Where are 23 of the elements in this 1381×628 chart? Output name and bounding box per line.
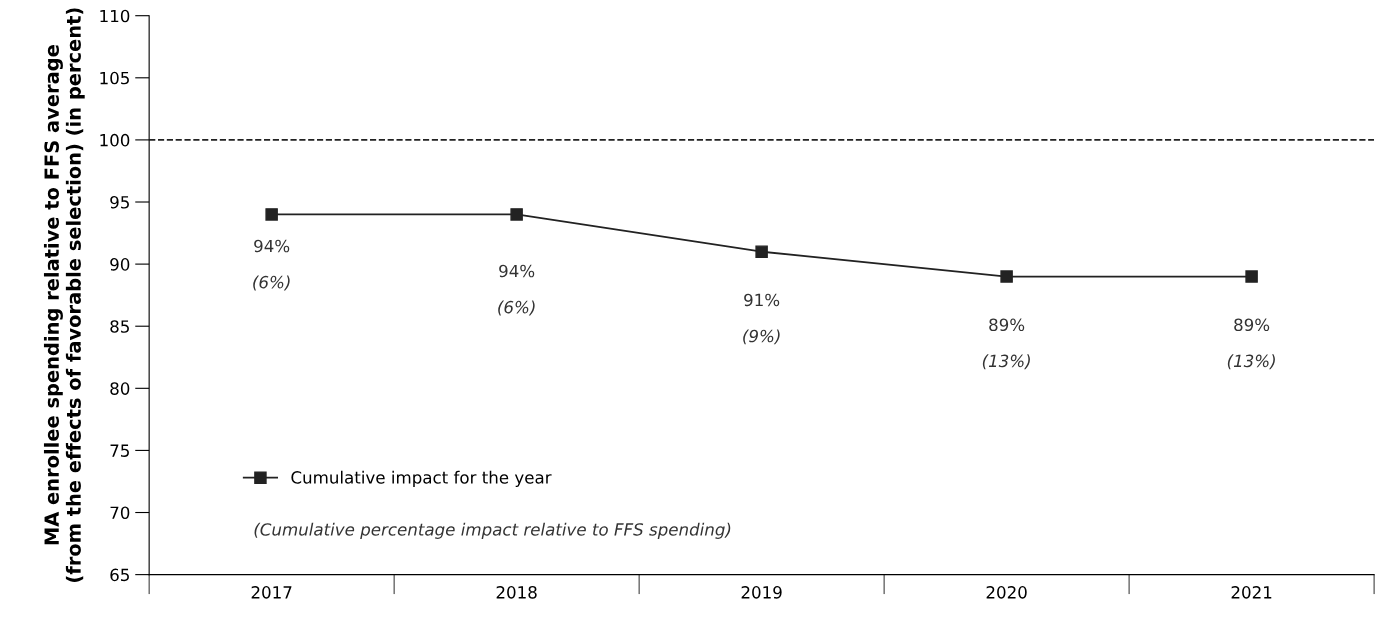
y-tick-label: 75 (110, 444, 129, 457)
text: 89% (13%) (982, 318, 1030, 370)
text: 94% (6%) (253, 239, 290, 291)
x-tick-label: 2018 (496, 586, 537, 599)
y-tick-label: 80 (110, 382, 130, 395)
y-tick-label: 65 (110, 568, 129, 582)
y-tick-label: 110 (100, 9, 130, 23)
y-axis-title: MA enrollee spending relative to FFS average (from the effects of favorable selection) (in percent) (43, 8, 85, 582)
y-tick-label: 90 (110, 258, 130, 271)
y-tick-label: 95 (110, 195, 129, 209)
text: 94% (6%) (498, 264, 535, 316)
annotation: (Cumulative percentage impact relative to FFS spending) (254, 522, 731, 539)
y-tick-label: 105 (100, 71, 129, 85)
x-tick-label: 2021 (1231, 586, 1272, 599)
text: 91% (9%) (743, 293, 780, 345)
x-tick-label: 2019 (741, 586, 782, 599)
x-tick-label: 2020 (986, 586, 1027, 599)
y-tick-label: 100 (100, 133, 130, 147)
y-tick-label: 85 (110, 320, 129, 333)
x-tick-label: 2017 (251, 586, 292, 599)
text: 89% (13%) (1227, 318, 1275, 370)
y-tick-label: 70 (110, 506, 130, 520)
legend-label: Cumulative impact for the year (291, 470, 552, 487)
